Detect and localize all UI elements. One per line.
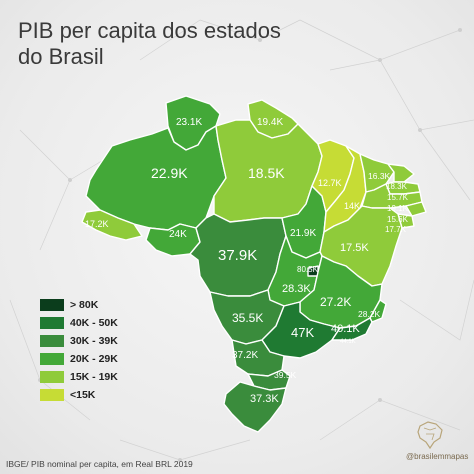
state-value-pa: 18.5K (248, 165, 285, 181)
state-value-rj: 40.1K (331, 323, 360, 335)
legend-swatch (40, 317, 64, 329)
state-value-al: 15.6K (387, 215, 409, 224)
state-value-sp: 47K (291, 325, 314, 340)
source-note: IBGE/ PIB nominal per capita, em Real BR… (6, 459, 193, 469)
legend-item: 30K - 39K (40, 332, 118, 350)
legend-item: 15K - 19K (40, 368, 118, 386)
state-value-go: 28.3K (282, 283, 311, 295)
state-value-to: 21.9K (290, 228, 316, 239)
state-value-rr: 23.1K (176, 117, 202, 128)
state-value-ro: 24K (169, 229, 187, 240)
state-value-ap: 19.4K (257, 117, 283, 128)
legend-item: 40K - 50K (40, 314, 118, 332)
legend-label: 40K - 50K (70, 317, 118, 329)
state-value-mg: 27.2K (320, 295, 351, 309)
state-value-ma: 12.7K (318, 178, 342, 188)
legend: > 80K 40K - 50K 30K - 39K 20K - 29K 15K … (40, 296, 118, 404)
state-value-es: 28.2K (358, 309, 381, 319)
legend-item: 20K - 29K (40, 350, 118, 368)
legend-label: 30K - 39K (70, 335, 118, 347)
state-value-ce: 16.3K (368, 171, 391, 181)
legend-swatch (40, 299, 64, 311)
legend-swatch (40, 371, 64, 383)
legend-swatch (40, 389, 64, 401)
legend-swatch (40, 335, 64, 347)
state-value-rn: 18.3K (386, 182, 408, 191)
state-value-df: 80.5K (297, 265, 319, 274)
state-value-ba: 17.5K (340, 242, 369, 254)
legend-label: 20K - 29K (70, 353, 118, 365)
state-value-ac: 17.2K (85, 219, 109, 229)
legend-label: > 80K (70, 299, 98, 311)
state-value-pi: 14K (344, 201, 360, 211)
credit-handle: @brasilemmapas (406, 452, 468, 461)
state-value-se: 17.7K (385, 225, 407, 234)
state-value-sc: 39.5K (274, 370, 297, 380)
state-value-rs: 37.3K (250, 393, 279, 405)
state-value-pr: 37.2K (232, 350, 258, 361)
legend-swatch (40, 353, 64, 365)
state-value-rj-inset: 44.1K (340, 339, 356, 345)
state-rs (224, 382, 286, 432)
legend-item: <15K (40, 386, 118, 404)
brazil-outline-logo-icon (412, 416, 448, 452)
state-value-ms: 35.5K (232, 311, 263, 325)
legend-label: <15K (70, 389, 95, 401)
legend-label: 15K - 19K (70, 371, 118, 383)
state-value-am: 22.9K (151, 165, 188, 181)
legend-item: > 80K (40, 296, 118, 314)
state-value-mt: 37.9K (218, 247, 257, 264)
state-value-pe: 19.1K (387, 204, 409, 213)
state-value-pb: 15.7K (387, 193, 409, 202)
